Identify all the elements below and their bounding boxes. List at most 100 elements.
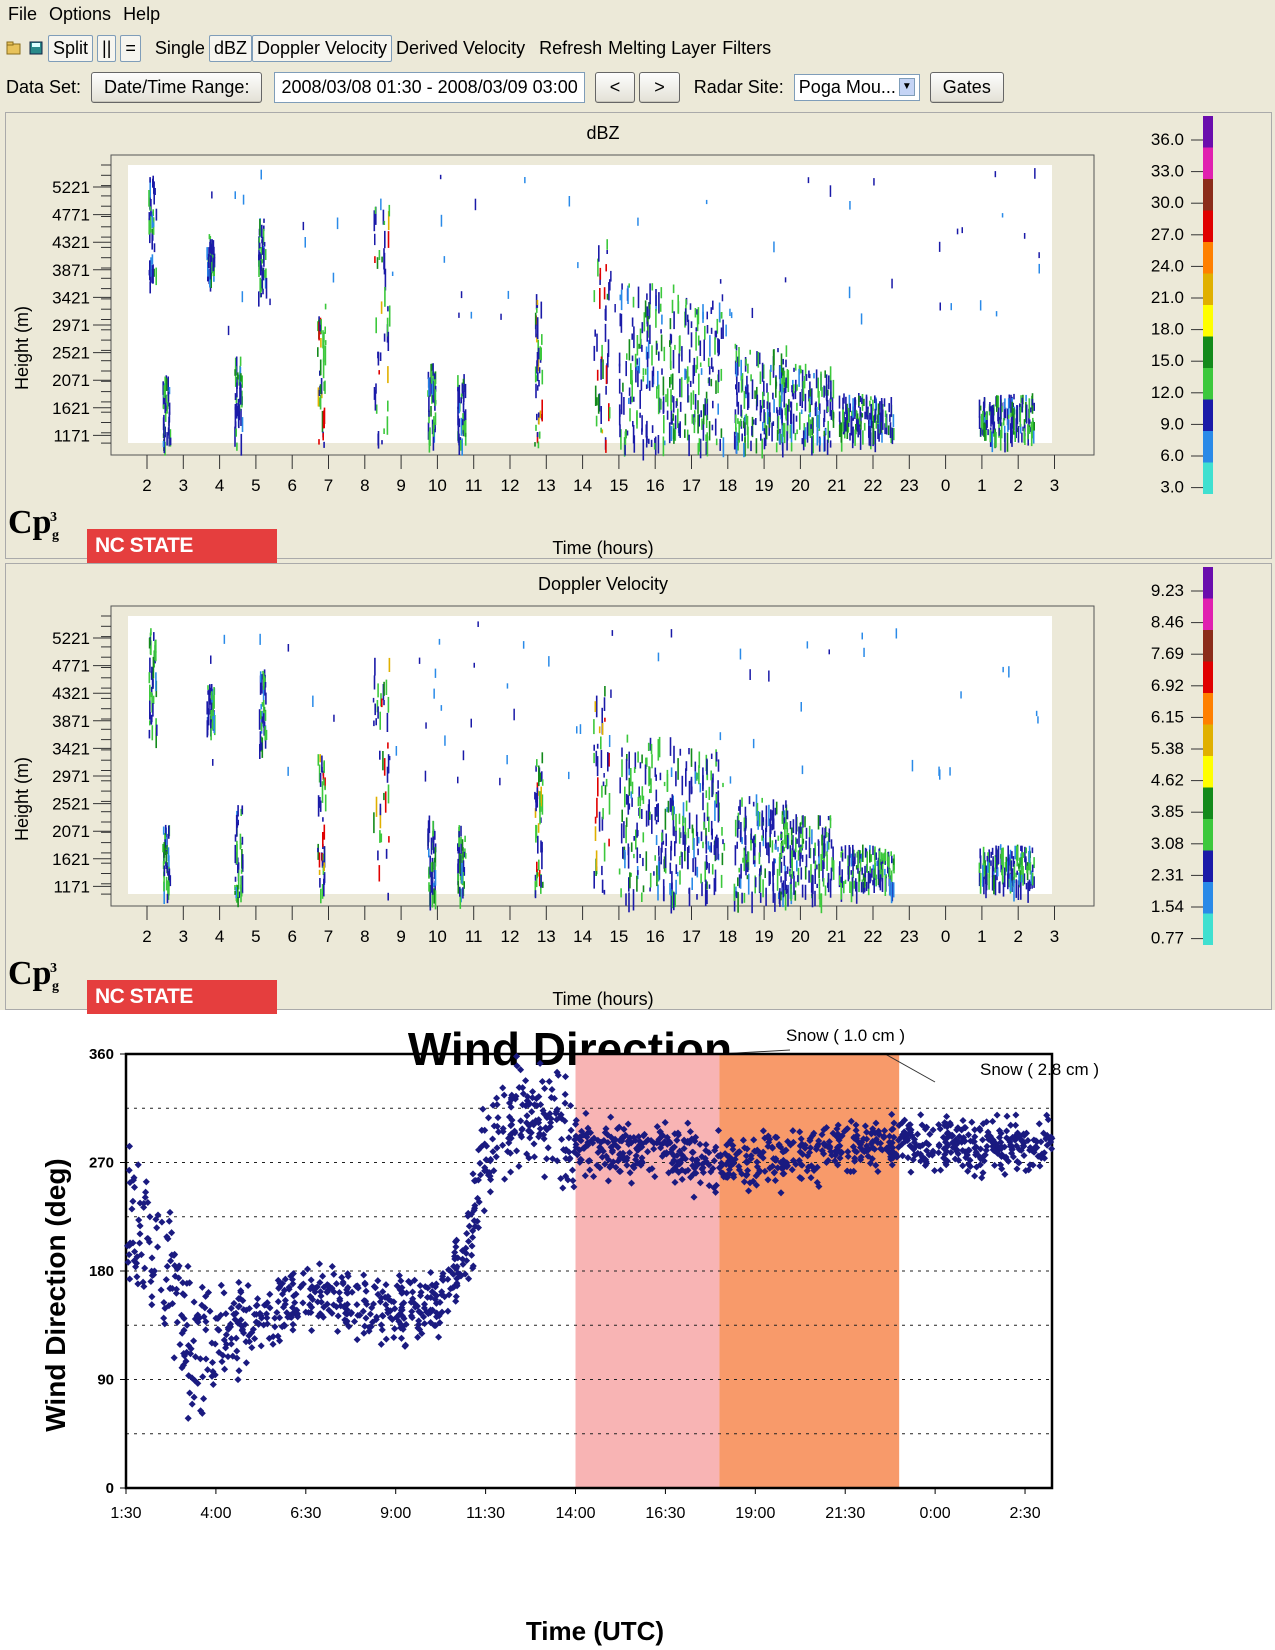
doppler-velocity-toggle[interactable]: Doppler Velocity (251, 34, 393, 62)
radar-echo-mark (207, 253, 210, 269)
date-time-range-button[interactable]: Date/Time Range: (91, 71, 263, 103)
radar-echo-mark (460, 836, 462, 844)
radar-echo-mark (673, 891, 675, 911)
radar-echo-mark (427, 390, 429, 397)
y-tick-label: 4771 (52, 657, 90, 676)
filters-button[interactable]: Filters (722, 37, 772, 58)
colorbar-segment (1203, 661, 1213, 693)
single-button[interactable]: Single (154, 37, 205, 58)
wind-data-point (577, 1137, 585, 1145)
radar-echo-mark (428, 874, 430, 879)
gates-button[interactable]: Gates (929, 71, 1004, 103)
radar-site-select[interactable]: Poga Mou... ▼ (793, 73, 920, 101)
derived-velocity-toggle[interactable]: Derived Velocity (396, 37, 526, 58)
radar-echo-mark (534, 881, 537, 897)
radar-echo-mark (152, 703, 154, 717)
radar-echo-mark (713, 878, 716, 896)
date-time-range-field[interactable]: 2008/03/08 01:30 - 2008/03/09 03:00 (274, 71, 585, 103)
wind-data-point (209, 1380, 217, 1389)
melting-layer-button[interactable]: Melting Layer (608, 37, 717, 58)
colorbar-segment (1203, 210, 1213, 242)
save-icon[interactable] (28, 40, 44, 56)
radar-echo-mark (676, 871, 679, 877)
radar-echo-mark (991, 865, 994, 877)
radar-echo-mark (686, 314, 689, 322)
radar-echo-mark (642, 832, 645, 843)
x-tick-label: 3 (179, 927, 188, 946)
next-button[interactable]: > (639, 71, 680, 103)
radar-echo-mark (317, 847, 319, 853)
menu-help[interactable]: Help (123, 3, 161, 24)
split-button[interactable]: Split (48, 34, 94, 62)
radar-echo-mark (702, 792, 704, 811)
chevron-down-icon[interactable]: ▼ (898, 78, 915, 96)
colorbar-segment (1203, 431, 1213, 463)
radar-echo-mark (604, 308, 607, 320)
colorbar-label: 6.0 (1160, 446, 1184, 465)
radar-echo-mark (980, 413, 983, 435)
wind-data-point (356, 1311, 364, 1319)
wind-data-point (978, 1174, 986, 1182)
radar-echo-mark (892, 414, 895, 428)
wind-data-point (224, 1353, 232, 1361)
wind-data-point (468, 1251, 476, 1259)
radar-echo-mark (792, 871, 795, 877)
wind-data-point (558, 1135, 566, 1143)
radar-echo-mark (705, 855, 708, 865)
radar-echo-mark (637, 796, 640, 807)
menu-file[interactable]: File (8, 3, 38, 24)
radar-echo-mark (163, 385, 166, 398)
radar-echo-mark (682, 825, 684, 845)
radar-echo-mark (477, 621, 479, 627)
x-tick-label: 21:30 (825, 1505, 865, 1522)
stacked-layout-button[interactable]: = (120, 34, 141, 62)
radar-echo-mark (637, 751, 639, 763)
wind-data-point (596, 1143, 604, 1151)
radar-echo-mark (842, 409, 844, 432)
colorbar-label: 7.69 (1151, 644, 1184, 663)
open-folder-icon[interactable] (6, 40, 22, 56)
radar-echo-mark (810, 424, 812, 429)
radar-echo-mark (670, 893, 673, 914)
radar-echo-mark (733, 883, 736, 901)
radar-echo-mark (375, 206, 377, 225)
radar-echo-mark (538, 380, 540, 387)
radar-echo-mark (373, 812, 375, 834)
radar-echo-mark (678, 423, 680, 437)
radar-echo-mark (721, 294, 724, 302)
radar-echo-mark (887, 425, 890, 436)
radar-echo-mark (690, 748, 693, 767)
radar-echo-mark (887, 851, 890, 857)
wind-data-point (359, 1307, 367, 1315)
radar-echo-mark (705, 199, 708, 205)
wind-data-point (353, 1336, 361, 1344)
radar-echo-mark (383, 220, 386, 225)
dbz-toggle[interactable]: dBZ (208, 34, 252, 62)
wind-data-point (265, 1334, 273, 1342)
radar-echo-mark (151, 214, 154, 229)
radar-echo-mark (594, 701, 597, 712)
previous-button[interactable]: < (594, 71, 636, 103)
menu-options[interactable]: Options (49, 3, 112, 24)
wind-data-point (529, 1088, 537, 1096)
radar-echo-mark (750, 839, 752, 851)
wind-data-point (289, 1304, 297, 1312)
radar-echo-mark (979, 855, 982, 869)
radar-echo-mark (649, 811, 651, 820)
radar-echo-mark (694, 394, 697, 410)
radar-echo-mark (651, 283, 654, 291)
radar-echo-mark (536, 307, 538, 313)
radar-echo-mark (597, 258, 599, 277)
parallel-layout-button[interactable]: || (97, 34, 117, 62)
wind-data-point (179, 1361, 188, 1369)
radar-echo-mark (768, 844, 770, 864)
radar-echo-mark (539, 803, 541, 825)
snow-annotation-1: Snow ( 1.0 cm ) (786, 1026, 905, 1045)
radar-echo-mark (321, 391, 323, 399)
refresh-button[interactable]: Refresh (539, 37, 603, 58)
radar-echo-mark (577, 262, 579, 269)
wind-data-point (208, 1358, 217, 1367)
radar-echo-mark (729, 776, 732, 784)
radar-echo-mark (628, 877, 630, 892)
radar-echo-mark (938, 241, 941, 252)
